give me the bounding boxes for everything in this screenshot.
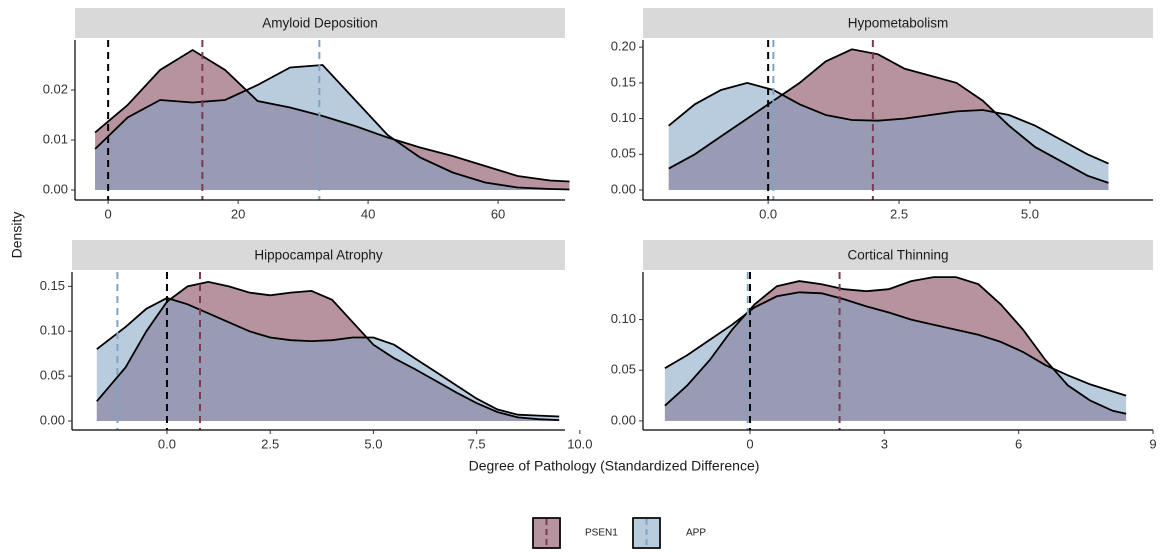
y-axis-title: Density — [9, 212, 25, 259]
y-tick-label: 0.05 — [611, 362, 636, 377]
x-tick-label: 0.0 — [158, 436, 176, 451]
y-tick-label: 0.15 — [611, 74, 636, 89]
density-area — [664, 292, 1127, 421]
density-line — [94, 48, 570, 183]
legend-label: APP — [686, 528, 706, 539]
density-area — [96, 298, 560, 422]
facet-title: Amyloid Deposition — [262, 16, 378, 31]
density-line — [96, 297, 560, 418]
density-line — [664, 291, 1127, 397]
facet-title: Hypometabolism — [848, 16, 949, 31]
y-tick-label: 0.05 — [611, 146, 636, 161]
y-tick-label: 0.02 — [43, 81, 68, 96]
x-tick-label: 2.5 — [890, 206, 908, 221]
y-tick-label: 0.00 — [43, 181, 68, 196]
x-axis-title: Degree of Pathology (Standardized Differ… — [469, 458, 760, 474]
x-tick-label: 60 — [491, 206, 505, 221]
y-tick-label: 0.05 — [40, 368, 65, 383]
facet-title: Cortical Thinning — [847, 248, 948, 263]
y-tick-label: 0.15 — [40, 278, 65, 293]
x-tick-label: 6 — [1015, 436, 1022, 451]
legend-label: PSEN1 — [585, 528, 618, 539]
y-tick-label: 0.01 — [43, 131, 68, 146]
density-line — [94, 64, 570, 191]
x-tick-label: 3 — [881, 436, 888, 451]
x-tick-label: 7.5 — [468, 436, 486, 451]
x-tick-label: 5.0 — [364, 436, 382, 451]
x-tick-label: 0 — [105, 206, 112, 221]
density-line — [96, 280, 560, 421]
x-tick-label: 10.0 — [567, 436, 592, 451]
density-line — [668, 48, 1109, 184]
density-area — [95, 65, 570, 190]
facet-strip — [643, 240, 1153, 270]
y-tick-label: 0.10 — [40, 323, 65, 338]
x-tick-label: 0.0 — [759, 206, 777, 221]
facet-strip — [72, 240, 565, 270]
facet-strip — [643, 8, 1153, 38]
y-tick-label: 0.00 — [611, 412, 636, 427]
x-tick-label: 9 — [1149, 436, 1156, 451]
x-tick-label: 40 — [361, 206, 375, 221]
x-tick-label: 20 — [231, 206, 245, 221]
y-tick-label: 0.20 — [611, 39, 636, 54]
facet-strip — [75, 8, 565, 38]
y-tick-label: 0.00 — [611, 181, 636, 196]
density-area — [668, 82, 1109, 190]
x-tick-label: 0 — [746, 436, 753, 451]
facet-title: Hippocampal Atrophy — [254, 248, 383, 263]
density-line — [668, 81, 1109, 165]
x-tick-label: 5.0 — [1021, 206, 1039, 221]
y-tick-label: 0.00 — [40, 412, 65, 427]
y-tick-label: 0.10 — [611, 311, 636, 326]
x-tick-label: 2.5 — [261, 436, 279, 451]
y-tick-label: 0.10 — [611, 110, 636, 125]
